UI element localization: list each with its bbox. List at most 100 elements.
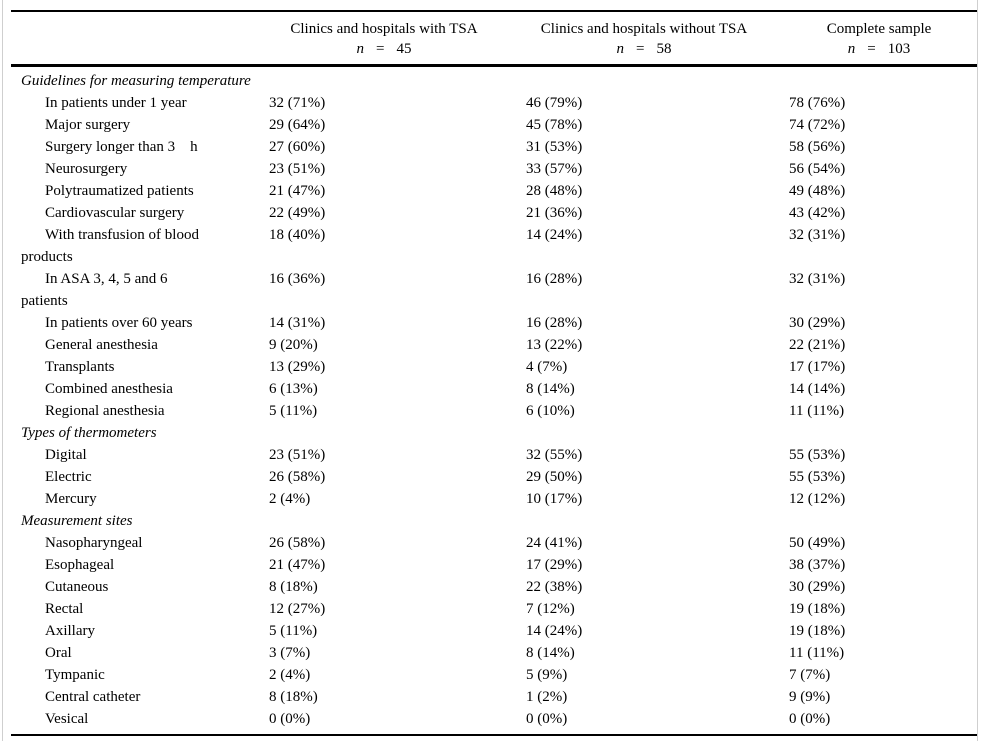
cell-value-without-tsa: 14 (24%)	[526, 623, 583, 639]
row-label: Oral	[45, 645, 72, 661]
cell-value-complete-sample: 17 (17%)	[789, 359, 846, 375]
cell-value-with-tsa: 8 (18%)	[269, 689, 318, 705]
row-label: In ASA 3, 4, 5 and 6 patients	[21, 271, 168, 309]
survey-results-table: Clinics and hospitals with TSA n = 45 Clin…	[11, 10, 977, 736]
row-label: Rectal	[45, 601, 84, 617]
n-value: 103	[887, 41, 911, 57]
equals-sign: =	[867, 41, 876, 57]
table-row: Transplants 13 (29%) 4 (7%) 17 (17%)	[11, 356, 977, 378]
cell-value-with-tsa: 23 (51%)	[269, 161, 326, 177]
cell-value-with-tsa: 29 (64%)	[269, 117, 326, 133]
cell-value-complete-sample: 9 (9%)	[789, 689, 831, 705]
row-label: In patients under 1 year	[45, 95, 187, 111]
table-row: Cardiovascular surgery 22 (49%) 21 (36%) 43…	[11, 202, 977, 224]
cell-value-without-tsa: 24 (41%)	[526, 535, 583, 551]
cell-value-complete-sample: 58 (56%)	[789, 139, 846, 155]
cell-value-complete-sample: 50 (49%)	[789, 535, 846, 551]
cell-value-with-tsa: 13 (29%)	[269, 359, 326, 375]
table-row: With transfusion of blood products 18 (40…	[11, 224, 977, 268]
table-row: Oral 3 (7%) 8 (14%) 11 (11%)	[11, 642, 977, 664]
row-label: Mercury	[45, 491, 97, 507]
row-label: Transplants	[45, 359, 115, 375]
table-row: Central catheter 8 (18%) 1 (2%) 9 (9%)	[11, 686, 977, 708]
cell-value-without-tsa: 8 (14%)	[526, 381, 575, 397]
cell-value-complete-sample: 19 (18%)	[789, 601, 846, 617]
row-label: Neurosurgery	[45, 161, 128, 177]
row-label: Major surgery	[45, 117, 131, 133]
table-row: Mercury 2 (4%) 10 (17%) 12 (12%)	[11, 488, 977, 510]
cell-value-complete-sample: 43 (42%)	[789, 205, 846, 221]
cell-value-complete-sample: 22 (21%)	[789, 337, 846, 353]
cell-value-with-tsa: 9 (20%)	[269, 337, 318, 353]
cell-value-with-tsa: 23 (51%)	[269, 447, 326, 463]
cell-value-with-tsa: 14 (31%)	[269, 315, 326, 331]
cell-value-complete-sample: 30 (29%)	[789, 579, 846, 595]
cell-value-without-tsa: 16 (28%)	[526, 315, 583, 331]
row-label: Combined anesthesia	[45, 381, 173, 397]
cell-value-with-tsa: 26 (58%)	[269, 535, 326, 551]
cell-value-complete-sample: 78 (76%)	[789, 95, 846, 111]
cell-value-with-tsa: 5 (11%)	[269, 623, 318, 639]
cell-value-with-tsa: 8 (18%)	[269, 579, 318, 595]
cell-value-complete-sample: 74 (72%)	[789, 117, 846, 133]
column-header-without-tsa: Clinics and hospitals without TSA n = 58	[509, 19, 779, 59]
cell-value-with-tsa: 18 (40%)	[269, 227, 326, 243]
n-value: 58	[656, 41, 672, 57]
cell-value-complete-sample: 55 (53%)	[789, 447, 846, 463]
column-header-complete-sample: Complete sample n = 103	[779, 19, 977, 59]
table-row: Esophageal 21 (47%) 17 (29%) 38 (37%)	[11, 554, 977, 576]
cell-value-complete-sample: 49 (48%)	[789, 183, 846, 199]
n-symbol: n	[847, 41, 856, 57]
cell-value-without-tsa: 21 (36%)	[526, 205, 583, 221]
cell-value-with-tsa: 2 (4%)	[269, 667, 311, 683]
table-row: Digital 23 (51%) 32 (55%) 55 (53%)	[11, 444, 977, 466]
header-stub-cell	[11, 19, 259, 59]
cell-value-with-tsa: 32 (71%)	[269, 95, 326, 111]
cell-value-without-tsa: 10 (17%)	[526, 491, 583, 507]
cell-value-with-tsa: 12 (27%)	[269, 601, 326, 617]
cell-value-without-tsa: 14 (24%)	[526, 227, 583, 243]
column-title: Clinics and hospitals without TSA	[540, 21, 748, 37]
row-label: In patients over 60 years	[45, 315, 193, 331]
cell-value-complete-sample: 11 (11%)	[789, 645, 845, 661]
cell-value-without-tsa: 22 (38%)	[526, 579, 583, 595]
table-row: Surgery longer than 3 h 27 (60%) 31 (53%) 5…	[11, 136, 977, 158]
row-label: Esophageal	[45, 557, 115, 573]
cell-value-without-tsa: 1 (2%)	[526, 689, 568, 705]
cell-value-with-tsa: 5 (11%)	[269, 403, 318, 419]
table-row: In ASA 3, 4, 5 and 6 patients 16 (36%) 16 …	[11, 268, 977, 312]
row-label: With transfusion of blood products	[21, 227, 199, 265]
section-title: Guidelines for measuring temperature	[21, 73, 251, 89]
row-label: Cardiovascular surgery	[45, 205, 185, 221]
cell-value-without-tsa: 0 (0%)	[526, 711, 568, 727]
cell-value-complete-sample: 30 (29%)	[789, 315, 846, 331]
table-row: Tympanic 2 (4%) 5 (9%) 7 (7%)	[11, 664, 977, 686]
sample-size-line: n = 103	[779, 39, 977, 59]
table-row: Rectal 12 (27%) 7 (12%) 19 (18%)	[11, 598, 977, 620]
row-label: Axillary	[45, 623, 95, 639]
row-label: Electric	[45, 469, 92, 485]
section-title: Types of thermometers	[21, 425, 157, 441]
cell-value-without-tsa: 45 (78%)	[526, 117, 583, 133]
cell-value-with-tsa: 0 (0%)	[269, 711, 311, 727]
cell-value-without-tsa: 28 (48%)	[526, 183, 583, 199]
table-header-row: Clinics and hospitals with TSA n = 45 Clin…	[11, 12, 977, 67]
cell-value-with-tsa: 16 (36%)	[269, 271, 326, 287]
cell-value-with-tsa: 26 (58%)	[269, 469, 326, 485]
cell-value-complete-sample: 32 (31%)	[789, 227, 846, 243]
table-row: Major surgery 29 (64%) 45 (78%) 74 (72%)	[11, 114, 977, 136]
equals-sign: =	[636, 41, 645, 57]
cell-value-with-tsa: 2 (4%)	[269, 491, 311, 507]
table-row: General anesthesia 9 (20%) 13 (22%) 22 (21%…	[11, 334, 977, 356]
cell-value-without-tsa: 13 (22%)	[526, 337, 583, 353]
cell-value-without-tsa: 32 (55%)	[526, 447, 583, 463]
cell-value-with-tsa: 22 (49%)	[269, 205, 326, 221]
table-row: In patients over 60 years 14 (31%) 16 (28%…	[11, 312, 977, 334]
cell-value-complete-sample: 14 (14%)	[789, 381, 846, 397]
table-row: Nasopharyngeal 26 (58%) 24 (41%) 50 (49%)	[11, 532, 977, 554]
n-symbol: n	[356, 41, 365, 57]
column-header-with-tsa: Clinics and hospitals with TSA n = 45	[259, 19, 509, 59]
n-value: 45	[396, 41, 412, 57]
sample-size-line: n = 45	[259, 39, 509, 59]
row-label: Digital	[45, 447, 87, 463]
